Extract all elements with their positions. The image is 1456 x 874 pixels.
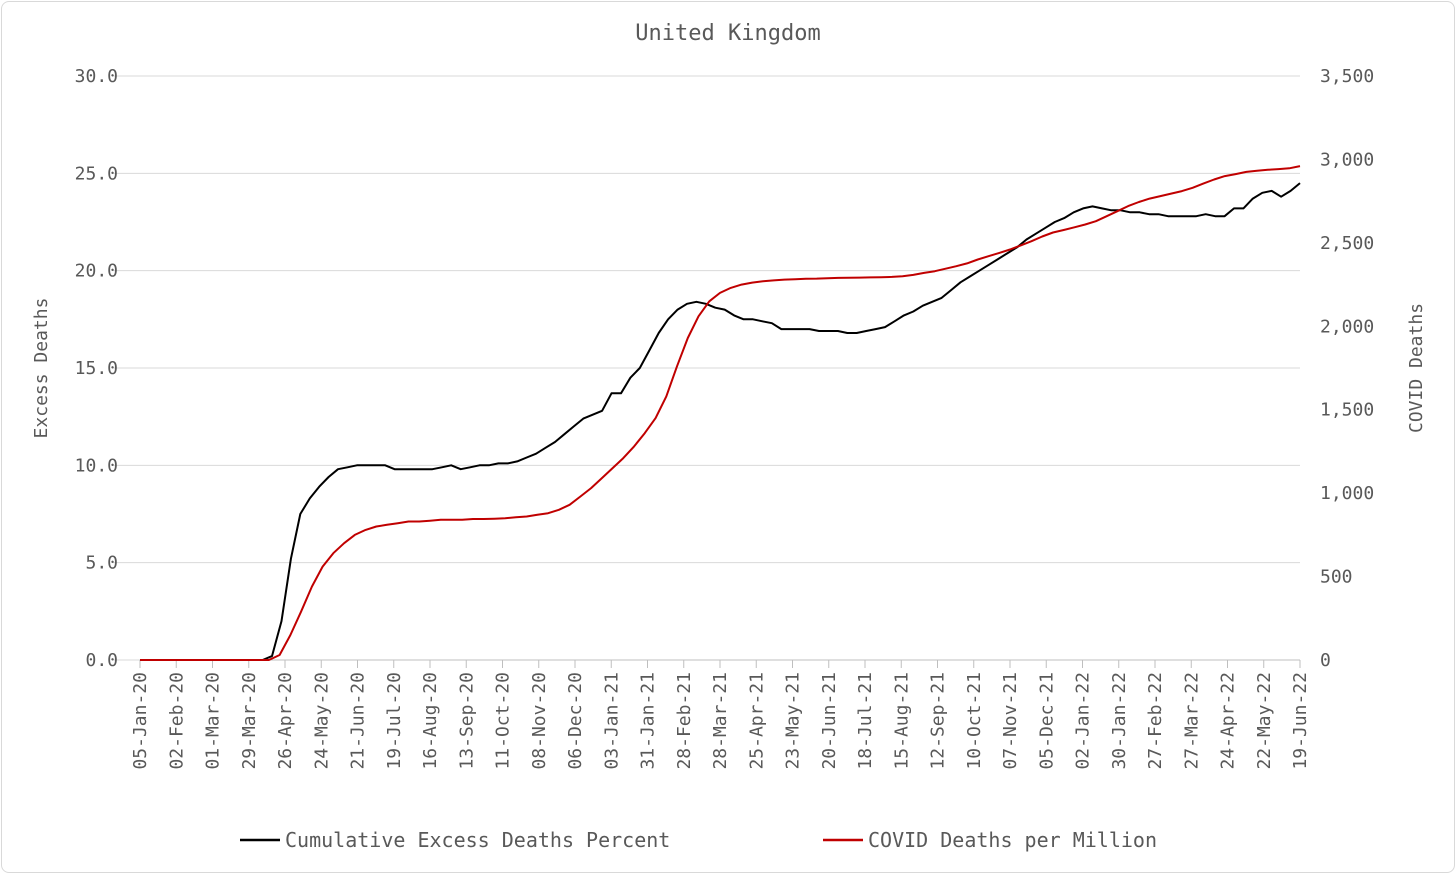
legend-label-covid: COVID Deaths per Million	[868, 828, 1157, 852]
x-tick-label: 19-Jul-20	[384, 672, 405, 770]
x-tick-label: 19-Jun-22	[1290, 672, 1311, 770]
x-tick-label: 02-Feb-20	[166, 672, 187, 770]
x-tick-label: 10-Oct-21	[964, 672, 985, 770]
x-tick-label: 29-Mar-20	[239, 672, 260, 770]
x-tick-label: 27-Feb-22	[1145, 672, 1166, 770]
y-tick-label-right: 3,500	[1320, 66, 1374, 87]
legend-label-excess: Cumulative Excess Deaths Percent	[285, 828, 670, 852]
y-tick-label-left: 0.0	[85, 650, 118, 671]
y-axis-label-left: Excess Deaths	[31, 298, 52, 439]
y-tick-label-right: 1,500	[1320, 400, 1374, 421]
x-tick-label: 28-Mar-21	[710, 672, 731, 770]
series-line-cumulative-excess-deaths	[140, 182, 1301, 661]
x-tick-label: 22-May-22	[1254, 672, 1275, 770]
legend: Cumulative Excess Deaths Percent COVID D…	[240, 828, 1157, 852]
series-lines	[140, 165, 1301, 661]
x-tick-label: 24-Apr-22	[1218, 672, 1239, 770]
y-tick-label-right: 0	[1320, 650, 1331, 671]
x-tick-label: 20-Jun-21	[819, 672, 840, 770]
x-axis-ticks: 05-Jan-20 02-Feb-20 01-Mar-20 29-Mar-20 26-A…	[130, 660, 1311, 770]
x-tick-label: 30-Jan-22	[1109, 672, 1130, 770]
x-tick-label: 16-Aug-20	[420, 672, 441, 770]
x-tick-label: 24-May-20	[311, 672, 332, 770]
left-axis-ticks: 0.0 5.0 10.0 15.0 20.0 25.0 30.0	[75, 66, 118, 671]
x-tick-label: 21-Jun-20	[348, 672, 369, 770]
gridlines	[112, 75, 1300, 661]
y-tick-label-right: 2,000	[1320, 316, 1374, 337]
x-tick-label: 08-Nov-20	[529, 672, 550, 770]
y-axis-label-right: COVID Deaths	[1406, 303, 1427, 433]
y-tick-label-right: 500	[1320, 567, 1353, 588]
x-tick-label: 03-Jan-21	[601, 672, 622, 770]
x-tick-label: 05-Dec-21	[1036, 672, 1057, 770]
y-tick-label-left: 30.0	[75, 66, 118, 87]
x-tick-label: 13-Sep-20	[456, 672, 477, 770]
x-tick-label: 31-Jan-21	[638, 672, 659, 770]
x-tick-label: 11-Oct-20	[493, 672, 514, 770]
x-tick-label: 12-Sep-21	[928, 672, 949, 770]
x-tick-label: 01-Mar-20	[203, 672, 224, 770]
x-tick-label: 06-Dec-20	[565, 672, 586, 770]
x-tick-label: 02-Jan-22	[1073, 672, 1094, 770]
x-tick-label: 23-May-21	[783, 672, 804, 770]
series-line-covid-deaths-per-million	[140, 165, 1301, 661]
y-tick-label-right: 2,500	[1320, 233, 1374, 254]
y-tick-label-left: 5.0	[85, 553, 118, 574]
y-tick-label-right: 3,000	[1320, 149, 1374, 170]
chart-title: United Kingdom	[635, 21, 820, 46]
right-axis-ticks: 0 500 1,000 1,500 2,000 2,500 3,000 3,500	[1320, 66, 1374, 671]
y-tick-label-left: 10.0	[75, 455, 118, 476]
x-tick-label: 28-Feb-21	[674, 672, 695, 770]
y-tick-label-left: 15.0	[75, 358, 118, 379]
y-tick-label-left: 25.0	[75, 163, 118, 184]
y-tick-label-left: 20.0	[75, 261, 118, 282]
x-tick-label: 07-Nov-21	[1000, 672, 1021, 770]
x-tick-label: 15-Aug-21	[891, 672, 912, 770]
x-tick-label: 05-Jan-20	[130, 672, 151, 770]
y-tick-label-right: 1,000	[1320, 483, 1374, 504]
x-tick-label: 25-Apr-21	[746, 672, 767, 770]
x-tick-label: 18-Jul-21	[855, 672, 876, 770]
x-tick-label: 26-Apr-20	[275, 672, 296, 770]
x-tick-label: 27-Mar-22	[1181, 672, 1202, 770]
